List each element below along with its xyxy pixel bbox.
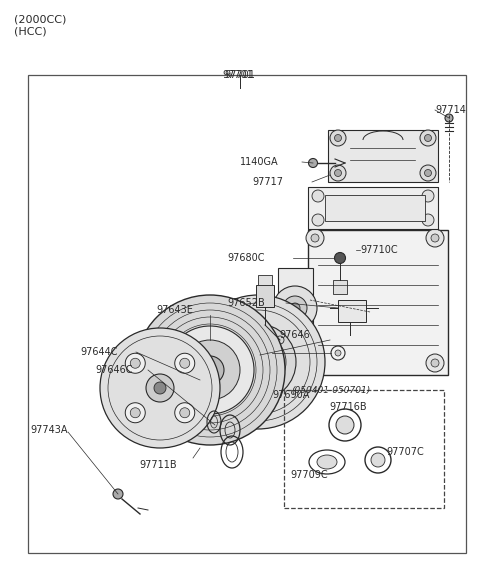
Circle shape [125,403,145,423]
Bar [28,75,466,553]
Circle shape [166,326,254,414]
Circle shape [335,135,341,142]
Circle shape [330,165,346,181]
Text: 97714: 97714 [435,105,466,115]
Circle shape [309,158,317,168]
Bar [258,275,272,285]
Text: (050401-050701): (050401-050701) [291,386,370,395]
Circle shape [135,295,285,445]
Circle shape [312,190,324,202]
Text: 97646: 97646 [280,330,311,340]
Circle shape [420,130,436,146]
Circle shape [306,354,324,372]
Circle shape [422,190,434,202]
Circle shape [424,169,432,176]
Ellipse shape [317,455,337,469]
Bar [325,195,425,221]
Circle shape [180,408,190,418]
Text: 97701: 97701 [225,70,255,80]
Circle shape [154,382,166,394]
Circle shape [273,286,317,330]
Text: 97701: 97701 [223,70,253,80]
Circle shape [125,353,145,373]
Text: 97643E: 97643E [156,305,193,315]
Circle shape [175,403,195,423]
Text: 97707C: 97707C [386,447,424,457]
Circle shape [335,350,341,356]
Text: 97646C: 97646C [96,365,133,375]
Text: 97710C: 97710C [360,245,397,255]
Circle shape [311,359,319,367]
Bar [256,285,274,307]
Text: 97709C: 97709C [290,470,328,480]
Bar [308,230,448,375]
Text: 97644C: 97644C [81,347,118,357]
Circle shape [424,135,432,142]
Circle shape [426,354,444,372]
Bar [278,268,313,348]
Circle shape [336,416,354,434]
Circle shape [445,114,453,122]
Circle shape [191,295,325,429]
Bar [338,300,366,322]
Circle shape [204,364,216,376]
Text: 97652B: 97652B [227,298,265,308]
Circle shape [283,296,307,320]
Text: 97743A: 97743A [31,425,68,435]
Circle shape [312,214,324,226]
Circle shape [371,453,385,467]
Circle shape [422,214,434,226]
Circle shape [230,334,286,390]
Text: 97680C: 97680C [228,253,265,263]
Circle shape [426,229,444,247]
Text: (HCC): (HCC) [14,26,47,36]
Text: (2000CC): (2000CC) [14,14,66,24]
Circle shape [146,374,174,402]
Circle shape [335,169,341,176]
Circle shape [330,130,346,146]
Circle shape [220,324,296,400]
Circle shape [290,303,300,313]
Circle shape [100,328,220,448]
Text: 97711B: 97711B [139,460,177,470]
Text: 97716B: 97716B [329,402,367,412]
Bar [328,130,438,182]
Circle shape [431,359,439,367]
Bar [284,390,444,508]
Bar [308,187,438,229]
Bar [333,280,347,294]
Text: 97717: 97717 [252,177,283,187]
Circle shape [180,340,240,400]
Circle shape [335,252,346,263]
Circle shape [431,234,439,242]
Circle shape [113,489,123,499]
Circle shape [130,408,140,418]
Text: 97690A: 97690A [272,390,310,400]
Circle shape [306,229,324,247]
Circle shape [175,353,195,373]
Circle shape [196,356,224,384]
Circle shape [311,234,319,242]
Circle shape [130,358,140,368]
Text: 1140GA: 1140GA [240,157,279,167]
Circle shape [420,165,436,181]
Circle shape [180,358,190,368]
